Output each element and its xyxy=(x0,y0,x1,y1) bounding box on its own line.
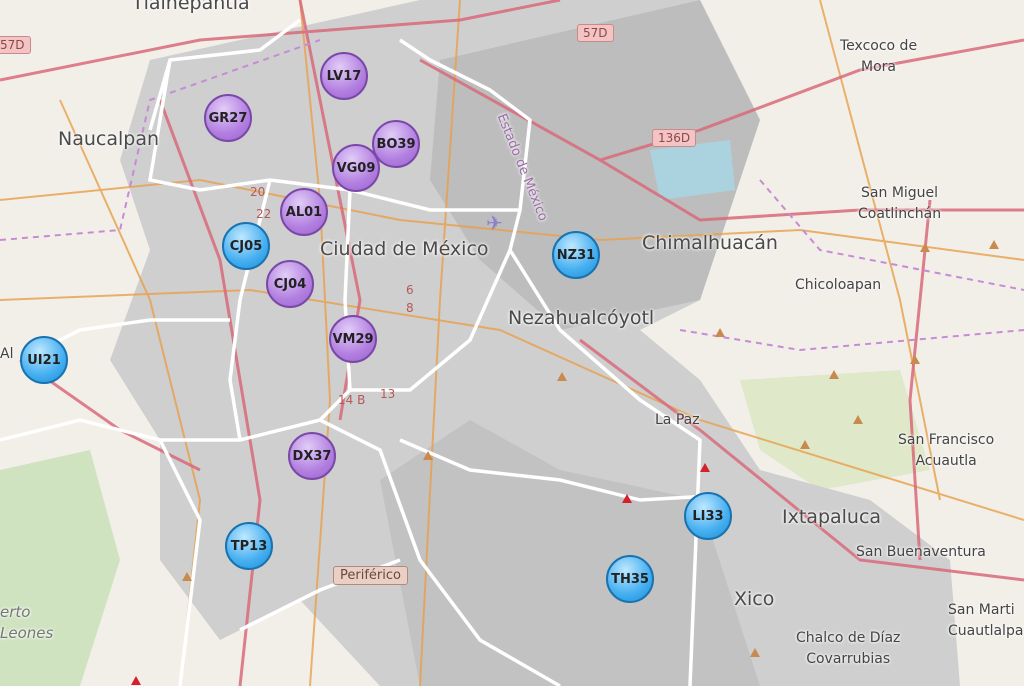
place-san-miguel: San Miguel Coatlinchán xyxy=(858,185,942,222)
station-marker[interactable]: TH35 xyxy=(606,555,654,603)
station-marker[interactable]: NZ31 xyxy=(552,231,600,279)
place-naucalpan: Naucalpan xyxy=(58,128,160,150)
periferico-label: Periférico xyxy=(333,566,408,585)
station-marker[interactable]: CJ05 xyxy=(222,222,270,270)
place-chicoloapan: Chicoloapan xyxy=(795,277,882,293)
urban-area-dark xyxy=(430,0,760,330)
station-marker[interactable]: BO39 xyxy=(372,120,420,168)
place-chalco: Chalco de Díaz Covarrubias xyxy=(796,630,901,667)
road-number: 8 xyxy=(406,301,414,315)
station-marker[interactable]: TP13 xyxy=(225,522,273,570)
highway-shield-57d: 57D xyxy=(0,36,31,54)
highway-shield-136d: 136D xyxy=(652,129,697,147)
station-marker[interactable]: UI21 xyxy=(20,336,68,384)
place-san-francisco: San Francisco Acuautla xyxy=(898,432,995,469)
urban-area-dark xyxy=(380,420,760,686)
place-san-martin: San Marti Cuautlalpa xyxy=(948,602,1024,639)
road-number: 20 xyxy=(250,185,266,199)
station-marker[interactable]: LI33 xyxy=(684,492,732,540)
place-texcoco: Texcoco de Mora xyxy=(840,38,918,75)
state-border xyxy=(0,39,1024,352)
place-al: Al xyxy=(0,346,14,362)
place-tlalnepantla: Tlalnepantla xyxy=(132,0,250,14)
station-marker[interactable]: AL01 xyxy=(280,188,328,236)
place-la-paz: La Paz xyxy=(655,412,700,428)
volcano-icons xyxy=(131,463,710,685)
station-marker[interactable]: GR27 xyxy=(204,94,252,142)
lake xyxy=(650,140,735,200)
highway-shield-57d: 57D xyxy=(577,24,614,42)
place-ciudad-de-mexico: Ciudad de México xyxy=(320,238,489,260)
place-xico: Xico xyxy=(734,588,775,610)
place-chimalhuacan: Chimalhuacán xyxy=(642,232,778,254)
station-marker[interactable]: DX37 xyxy=(288,432,336,480)
station-marker[interactable]: CJ04 xyxy=(266,260,314,308)
green-area xyxy=(740,370,930,490)
road-number: 14 B xyxy=(338,393,366,407)
place-ixtapaluca: Ixtapaluca xyxy=(782,506,882,528)
road-number: 13 xyxy=(380,387,396,401)
place-nezahualcoyotl: Nezahualcóyotl xyxy=(508,307,655,329)
road-number: 6 xyxy=(406,283,414,297)
station-marker[interactable]: VG09 xyxy=(332,144,380,192)
station-marker[interactable]: VM29 xyxy=(329,315,377,363)
road-number: 22 xyxy=(256,207,272,221)
place-san-buenaventura: San Buenaventura xyxy=(856,544,986,560)
airport-icon: ✈ xyxy=(486,211,503,235)
green-area xyxy=(0,450,120,686)
peak-icons xyxy=(182,240,999,657)
place-leones: erto Leones xyxy=(0,603,54,642)
station-marker[interactable]: LV17 xyxy=(320,52,368,100)
